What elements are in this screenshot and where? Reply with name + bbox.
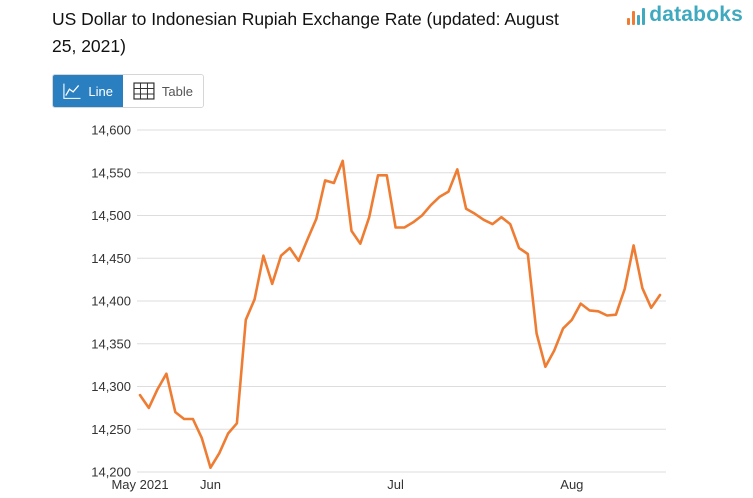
table-view-label: Table xyxy=(161,83,193,99)
databoks-logo-icon xyxy=(627,5,646,25)
line-chart-icon xyxy=(63,83,81,99)
y-tick-label: 14,550 xyxy=(91,165,131,180)
table-view-button[interactable]: Table xyxy=(123,75,203,107)
y-tick-label: 14,200 xyxy=(91,465,131,480)
series-line xyxy=(138,159,662,470)
y-tick-label: 14,300 xyxy=(91,379,131,394)
y-tick-label: 14,600 xyxy=(91,123,131,138)
y-tick-label: 14,450 xyxy=(91,251,131,266)
chart-title: US Dollar to Indonesian Rupiah Exchange … xyxy=(52,9,559,56)
x-tick-label: Aug xyxy=(560,477,583,492)
y-tick-label: 14,250 xyxy=(91,422,131,437)
x-tick-label: May 2021 xyxy=(111,477,168,492)
brand-logo[interactable]: databoks xyxy=(627,3,743,27)
view-toggle: Line Table xyxy=(52,74,204,108)
brand-name: databoks xyxy=(649,3,743,26)
line-view-button[interactable]: Line xyxy=(53,75,123,107)
y-tick-label: 14,500 xyxy=(91,208,131,223)
y-tick-label: 14,350 xyxy=(91,336,131,351)
y-tick-label: 14,400 xyxy=(91,294,131,309)
x-tick-label: Jun xyxy=(200,477,221,492)
x-tick-label: Jul xyxy=(387,477,404,492)
table-grid-icon xyxy=(133,82,155,100)
line-view-label: Line xyxy=(88,83,113,99)
